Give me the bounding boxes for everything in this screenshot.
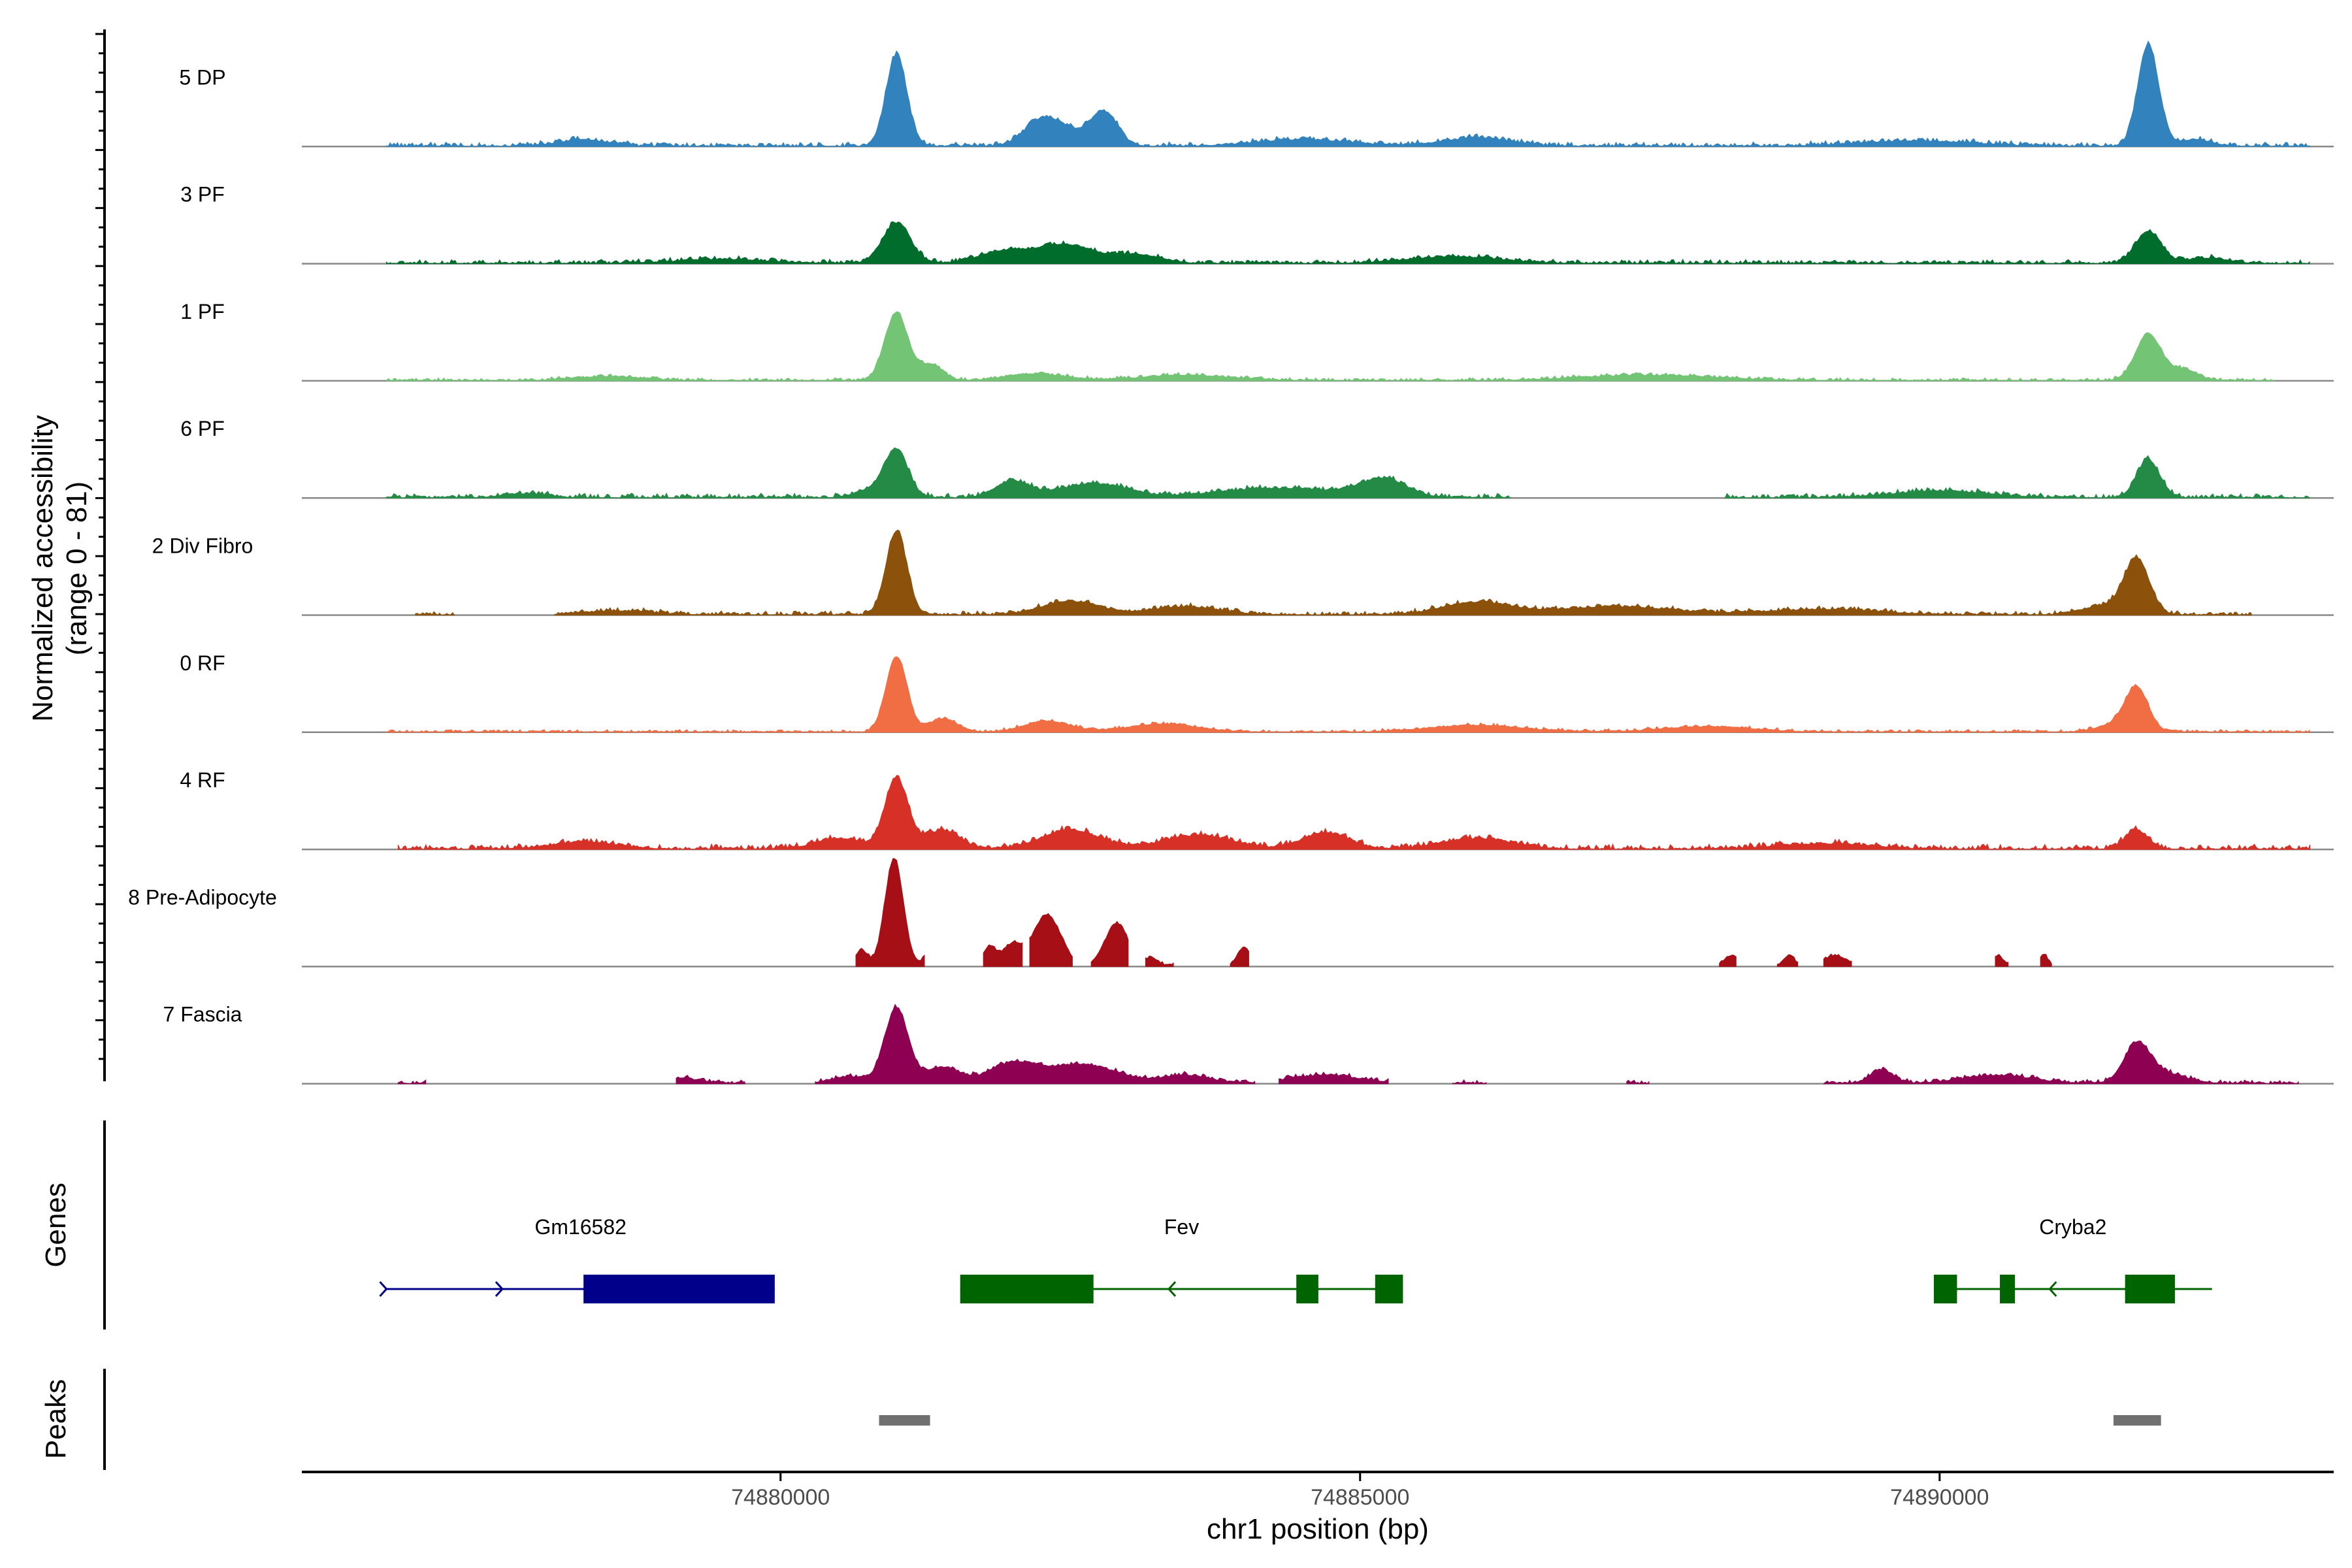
coverage-area [1719,955,1737,967]
coverage-area [676,1075,745,1085]
gene-exon [2000,1275,2016,1303]
track-2-div-fibro: 2 Div Fibro [152,529,2334,616]
coverage-area [855,858,925,967]
coverage-area [815,1004,1256,1085]
coverage-area [1995,953,2009,967]
track-3-pf: 3 PF [180,183,2334,265]
gene-cryba2: Cryba2 [1933,1215,2212,1303]
track-8-pre-adipocyte: 8 Pre-Adipocyte [128,858,2334,968]
coverage-area [1823,953,1852,967]
track-label: 1 PF [180,300,225,323]
track-label: 4 RF [180,768,225,792]
track-0-rf: 0 RF [180,651,2334,734]
x-tick-label: 74890000 [1890,1485,1989,1510]
coverage-area [1279,1071,1389,1085]
peaks-panel-title: Peaks [40,1379,72,1459]
coverage-area [386,221,2310,265]
coverage-area [386,447,1511,499]
strand-arrow [495,1281,504,1298]
coverage-area [386,656,2310,733]
coverage-area [1725,455,2310,499]
y-axis-range: (range 0 - 81) [61,482,93,656]
track-label: 5 DP [179,65,225,89]
x-tick-label: 74885000 [1311,1485,1409,1510]
coverage-area [1776,954,1799,967]
coverage-area [1823,1040,2299,1085]
peak-region-bar [879,1415,930,1426]
track-1-pf: 1 PF [180,300,2334,382]
y-axis-ticks [95,33,105,1060]
gene-label: Gm16582 [534,1215,627,1239]
coverage-area [983,939,1023,967]
coverage-area [1230,946,1249,967]
coverage-area [415,611,455,616]
track-label: 3 PF [180,183,225,206]
x-axis-title: chr1 position (bp) [1207,1513,1429,1545]
strand-arrow [2048,1281,2057,1298]
strand-arrow [379,1281,388,1298]
track-6-pf: 6 PF [180,417,2334,499]
x-axis-ticks: 74880000 74885000 74890000 [731,1472,1989,1510]
peak-regions [879,1415,2161,1426]
strand-arrow [1168,1281,1177,1298]
coverage-tracks: 5 DP 3 PF 1 PF 6 PF 2 Div Fibro 0 RF 4 RF 8 Pre… [128,40,2334,1085]
gene-exon [1296,1275,1318,1303]
peak-region-bar [2113,1415,2161,1426]
coverage-area [1029,913,1073,967]
gene-annotations: Gm16582 Fev Cryba2 [379,1215,2212,1303]
coverage-area [386,311,2275,382]
gene-label: Fev [1164,1215,1199,1239]
track-label: 7 Fascia [163,1003,242,1026]
coverage-area [397,1079,427,1085]
coverage-area [397,775,2311,851]
coverage-area [1452,1079,1487,1085]
x-tick-label: 74880000 [731,1485,830,1510]
coverage-area [1145,955,1174,967]
coverage-area [1626,1079,1650,1085]
gene-exon [960,1275,1094,1303]
gene-label: Cryba2 [2039,1215,2106,1239]
coverage-area [386,40,2310,148]
track-label: 8 Pre-Adipocyte [128,885,277,909]
gene-exon [1375,1275,1403,1303]
gene-fev: Fev [960,1215,1403,1303]
y-axis-title: Normalized accessibility [27,415,59,721]
coverage-area [554,529,2252,616]
track-label: 2 Div Fibro [152,534,253,558]
track-label: 6 PF [180,417,225,440]
track-7-fascia: 7 Fascia [163,1003,2334,1085]
gene-exon [583,1275,775,1303]
coverage-area [1090,921,1129,967]
track-label: 0 RF [180,651,225,675]
gene-exon [2125,1275,2175,1303]
track-5-dp: 5 DP [179,40,2334,148]
track-4-rf: 4 RF [180,768,2334,851]
gene-exon [1933,1275,1957,1303]
coverage-area [2040,953,2052,967]
genes-panel-title: Genes [40,1183,72,1267]
gene-gm16582: Gm16582 [379,1215,775,1303]
